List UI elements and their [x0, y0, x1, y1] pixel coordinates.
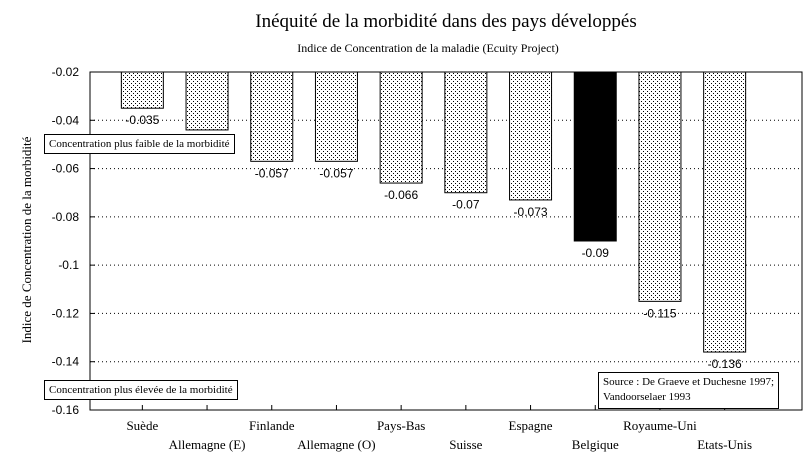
y-tick-label: -0.12 — [52, 306, 80, 320]
category-label: Belgique — [572, 437, 619, 452]
y-tick-label: -0.14 — [52, 355, 80, 369]
bar — [314, 71, 358, 162]
category-label: Royaume-Uni — [623, 418, 697, 433]
source-note: Source : De Graeve et Duchesne 1997; Van… — [598, 372, 780, 409]
chart-subtitle: Indice de Concentration de la maladie (E… — [297, 41, 559, 55]
y-tick-label: -0.1 — [58, 258, 79, 272]
category-label: Finlande — [249, 418, 295, 433]
bar — [379, 71, 423, 184]
bar — [638, 71, 682, 302]
category-label: Suisse — [449, 437, 482, 452]
chart-title: Inéquité de la morbidité dans des pays d… — [255, 11, 636, 32]
y-tick-label: -0.16 — [52, 403, 80, 417]
category-label: Pays-Bas — [377, 418, 425, 433]
annotation-higher-concentration: Concentration plus élevée de la morbidit… — [44, 380, 238, 400]
category-label: Suède — [126, 418, 158, 433]
bar — [250, 71, 294, 162]
y-tick-label: -0.04 — [52, 113, 80, 127]
y-axis-label: Indice de Concentration de la morbidité — [19, 136, 34, 343]
annotation-lower-concentration: Concentration plus faible de la morbidit… — [44, 134, 235, 154]
category-label: Allemagne (E) — [169, 437, 246, 452]
data-label: -0.057 — [319, 166, 353, 180]
category-label: Etats-Unis — [697, 437, 752, 452]
y-tick-label: -0.02 — [52, 65, 80, 79]
bar — [120, 71, 164, 109]
category-label: Allemagne (O) — [297, 437, 375, 452]
bar — [509, 71, 553, 201]
bar — [703, 71, 747, 353]
y-tick-label: -0.06 — [52, 162, 80, 176]
y-tick-label: -0.08 — [52, 210, 80, 224]
data-label: -0.073 — [514, 205, 548, 219]
source-line-1: Source : De Graeve et Duchesne 1997; — [603, 376, 775, 388]
data-label: -0.035 — [125, 113, 159, 127]
data-label: -0.115 — [643, 306, 676, 320]
category-label: Espagne — [509, 418, 553, 433]
plot-frame — [89, 71, 803, 411]
source-line-2: Vandoorselaer 1993 — [603, 391, 691, 403]
data-label: -0.09 — [582, 246, 610, 260]
data-label: -0.136 — [708, 357, 742, 371]
data-label: -0.07 — [452, 198, 480, 212]
bar — [444, 71, 488, 194]
data-label: -0.066 — [384, 188, 418, 202]
bar — [573, 71, 617, 242]
data-label: -0.057 — [255, 166, 289, 180]
bar — [185, 71, 229, 131]
